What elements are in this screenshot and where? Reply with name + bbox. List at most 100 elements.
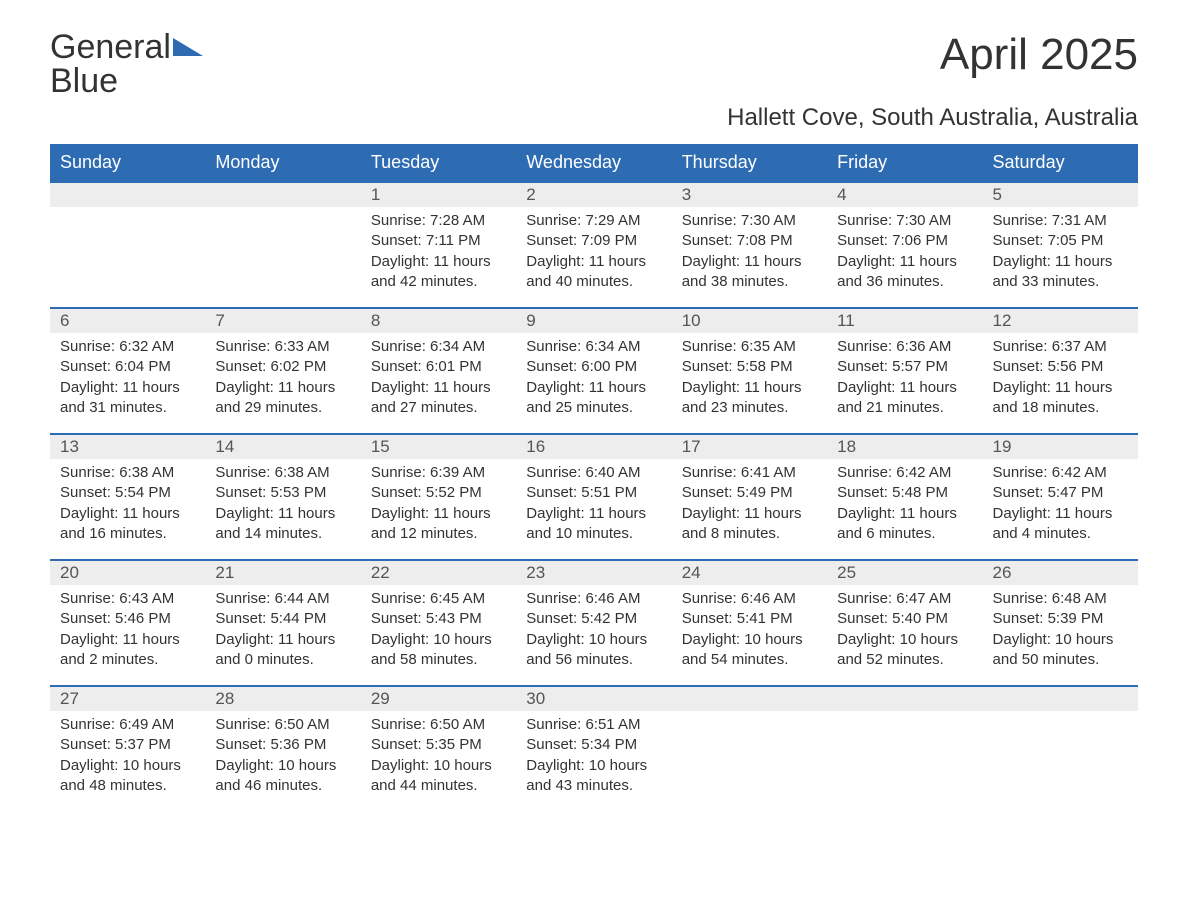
calendar-week: 1Sunrise: 7:28 AMSunset: 7:11 PMDaylight… bbox=[50, 181, 1138, 307]
day-body: Sunrise: 7:30 AMSunset: 7:06 PMDaylight:… bbox=[827, 207, 982, 302]
sunrise-line: Sunrise: 7:29 AM bbox=[526, 211, 661, 231]
calendar-day: 24Sunrise: 6:46 AMSunset: 5:41 PMDayligh… bbox=[672, 561, 827, 685]
calendar-day bbox=[50, 183, 205, 307]
calendar-day: 10Sunrise: 6:35 AMSunset: 5:58 PMDayligh… bbox=[672, 309, 827, 433]
day-of-week-header: Monday bbox=[205, 144, 360, 181]
day-number: 12 bbox=[983, 309, 1138, 333]
header-row: General Blue April 2025 bbox=[50, 30, 1138, 98]
sunset-line: Sunset: 5:51 PM bbox=[526, 483, 661, 503]
daylight-line: Daylight: 11 hours and 29 minutes. bbox=[215, 378, 350, 419]
calendar-day: 17Sunrise: 6:41 AMSunset: 5:49 PMDayligh… bbox=[672, 435, 827, 559]
sunrise-line: Sunrise: 6:46 AM bbox=[682, 589, 817, 609]
day-body: Sunrise: 6:34 AMSunset: 6:01 PMDaylight:… bbox=[361, 333, 516, 428]
days-of-week-header: SundayMondayTuesdayWednesdayThursdayFrid… bbox=[50, 144, 1138, 181]
sunset-line: Sunset: 5:57 PM bbox=[837, 357, 972, 377]
sunset-line: Sunset: 5:35 PM bbox=[371, 735, 506, 755]
daylight-line: Daylight: 11 hours and 12 minutes. bbox=[371, 504, 506, 545]
daylight-line: Daylight: 11 hours and 42 minutes. bbox=[371, 252, 506, 293]
day-number: 28 bbox=[205, 687, 360, 711]
sunrise-line: Sunrise: 6:35 AM bbox=[682, 337, 817, 357]
sunrise-line: Sunrise: 6:51 AM bbox=[526, 715, 661, 735]
calendar-day: 9Sunrise: 6:34 AMSunset: 6:00 PMDaylight… bbox=[516, 309, 671, 433]
day-body: Sunrise: 7:31 AMSunset: 7:05 PMDaylight:… bbox=[983, 207, 1138, 302]
calendar-day bbox=[672, 687, 827, 811]
calendar-day bbox=[827, 687, 982, 811]
daylight-line: Daylight: 11 hours and 2 minutes. bbox=[60, 630, 195, 671]
day-number bbox=[827, 687, 982, 711]
day-number: 5 bbox=[983, 183, 1138, 207]
sunrise-line: Sunrise: 6:33 AM bbox=[215, 337, 350, 357]
sunrise-line: Sunrise: 6:36 AM bbox=[837, 337, 972, 357]
day-number: 26 bbox=[983, 561, 1138, 585]
day-of-week-header: Wednesday bbox=[516, 144, 671, 181]
daylight-line: Daylight: 11 hours and 23 minutes. bbox=[682, 378, 817, 419]
sunrise-line: Sunrise: 6:37 AM bbox=[993, 337, 1128, 357]
sunrise-line: Sunrise: 6:45 AM bbox=[371, 589, 506, 609]
calendar-day: 2Sunrise: 7:29 AMSunset: 7:09 PMDaylight… bbox=[516, 183, 671, 307]
day-of-week-header: Tuesday bbox=[361, 144, 516, 181]
daylight-line: Daylight: 11 hours and 33 minutes. bbox=[993, 252, 1128, 293]
day-of-week-header: Saturday bbox=[983, 144, 1138, 181]
calendar-day: 20Sunrise: 6:43 AMSunset: 5:46 PMDayligh… bbox=[50, 561, 205, 685]
day-body: Sunrise: 6:37 AMSunset: 5:56 PMDaylight:… bbox=[983, 333, 1138, 428]
calendar-week: 6Sunrise: 6:32 AMSunset: 6:04 PMDaylight… bbox=[50, 307, 1138, 433]
daylight-line: Daylight: 10 hours and 46 minutes. bbox=[215, 756, 350, 797]
day-body: Sunrise: 6:50 AMSunset: 5:35 PMDaylight:… bbox=[361, 711, 516, 806]
calendar-day: 18Sunrise: 6:42 AMSunset: 5:48 PMDayligh… bbox=[827, 435, 982, 559]
daylight-line: Daylight: 10 hours and 48 minutes. bbox=[60, 756, 195, 797]
sunset-line: Sunset: 5:43 PM bbox=[371, 609, 506, 629]
sunset-line: Sunset: 5:41 PM bbox=[682, 609, 817, 629]
day-number: 6 bbox=[50, 309, 205, 333]
sunset-line: Sunset: 6:00 PM bbox=[526, 357, 661, 377]
daylight-line: Daylight: 10 hours and 43 minutes. bbox=[526, 756, 661, 797]
calendar-day: 26Sunrise: 6:48 AMSunset: 5:39 PMDayligh… bbox=[983, 561, 1138, 685]
daylight-line: Daylight: 11 hours and 16 minutes. bbox=[60, 504, 195, 545]
calendar-day bbox=[983, 687, 1138, 811]
sunset-line: Sunset: 5:36 PM bbox=[215, 735, 350, 755]
daylight-line: Daylight: 11 hours and 4 minutes. bbox=[993, 504, 1128, 545]
day-number: 7 bbox=[205, 309, 360, 333]
day-body: Sunrise: 6:49 AMSunset: 5:37 PMDaylight:… bbox=[50, 711, 205, 806]
day-body: Sunrise: 6:46 AMSunset: 5:41 PMDaylight:… bbox=[672, 585, 827, 680]
day-of-week-header: Sunday bbox=[50, 144, 205, 181]
sunset-line: Sunset: 5:37 PM bbox=[60, 735, 195, 755]
calendar-day: 11Sunrise: 6:36 AMSunset: 5:57 PMDayligh… bbox=[827, 309, 982, 433]
sunset-line: Sunset: 5:48 PM bbox=[837, 483, 972, 503]
daylight-line: Daylight: 11 hours and 18 minutes. bbox=[993, 378, 1128, 419]
daylight-line: Daylight: 11 hours and 38 minutes. bbox=[682, 252, 817, 293]
calendar-day: 29Sunrise: 6:50 AMSunset: 5:35 PMDayligh… bbox=[361, 687, 516, 811]
sunset-line: Sunset: 7:05 PM bbox=[993, 231, 1128, 251]
sunrise-line: Sunrise: 6:38 AM bbox=[60, 463, 195, 483]
day-number: 21 bbox=[205, 561, 360, 585]
day-body: Sunrise: 6:35 AMSunset: 5:58 PMDaylight:… bbox=[672, 333, 827, 428]
sunrise-line: Sunrise: 6:41 AM bbox=[682, 463, 817, 483]
logo: General Blue bbox=[50, 30, 204, 98]
calendar: SundayMondayTuesdayWednesdayThursdayFrid… bbox=[50, 144, 1138, 811]
day-body: Sunrise: 6:43 AMSunset: 5:46 PMDaylight:… bbox=[50, 585, 205, 680]
sunrise-line: Sunrise: 6:43 AM bbox=[60, 589, 195, 609]
sunset-line: Sunset: 5:40 PM bbox=[837, 609, 972, 629]
calendar-day: 6Sunrise: 6:32 AMSunset: 6:04 PMDaylight… bbox=[50, 309, 205, 433]
day-number: 1 bbox=[361, 183, 516, 207]
logo-triangle-icon bbox=[173, 30, 207, 64]
sunset-line: Sunset: 5:44 PM bbox=[215, 609, 350, 629]
calendar-week: 13Sunrise: 6:38 AMSunset: 5:54 PMDayligh… bbox=[50, 433, 1138, 559]
daylight-line: Daylight: 11 hours and 14 minutes. bbox=[215, 504, 350, 545]
day-body: Sunrise: 7:28 AMSunset: 7:11 PMDaylight:… bbox=[361, 207, 516, 302]
day-body: Sunrise: 6:44 AMSunset: 5:44 PMDaylight:… bbox=[205, 585, 360, 680]
day-body: Sunrise: 6:40 AMSunset: 5:51 PMDaylight:… bbox=[516, 459, 671, 554]
sunrise-line: Sunrise: 7:31 AM bbox=[993, 211, 1128, 231]
calendar-day: 25Sunrise: 6:47 AMSunset: 5:40 PMDayligh… bbox=[827, 561, 982, 685]
calendar-day: 4Sunrise: 7:30 AMSunset: 7:06 PMDaylight… bbox=[827, 183, 982, 307]
calendar-day: 8Sunrise: 6:34 AMSunset: 6:01 PMDaylight… bbox=[361, 309, 516, 433]
daylight-line: Daylight: 11 hours and 21 minutes. bbox=[837, 378, 972, 419]
sunset-line: Sunset: 6:02 PM bbox=[215, 357, 350, 377]
sunrise-line: Sunrise: 6:32 AM bbox=[60, 337, 195, 357]
daylight-line: Daylight: 10 hours and 56 minutes. bbox=[526, 630, 661, 671]
calendar-day: 1Sunrise: 7:28 AMSunset: 7:11 PMDaylight… bbox=[361, 183, 516, 307]
calendar-day: 5Sunrise: 7:31 AMSunset: 7:05 PMDaylight… bbox=[983, 183, 1138, 307]
day-number: 23 bbox=[516, 561, 671, 585]
day-number: 10 bbox=[672, 309, 827, 333]
day-body: Sunrise: 6:41 AMSunset: 5:49 PMDaylight:… bbox=[672, 459, 827, 554]
calendar-day: 19Sunrise: 6:42 AMSunset: 5:47 PMDayligh… bbox=[983, 435, 1138, 559]
